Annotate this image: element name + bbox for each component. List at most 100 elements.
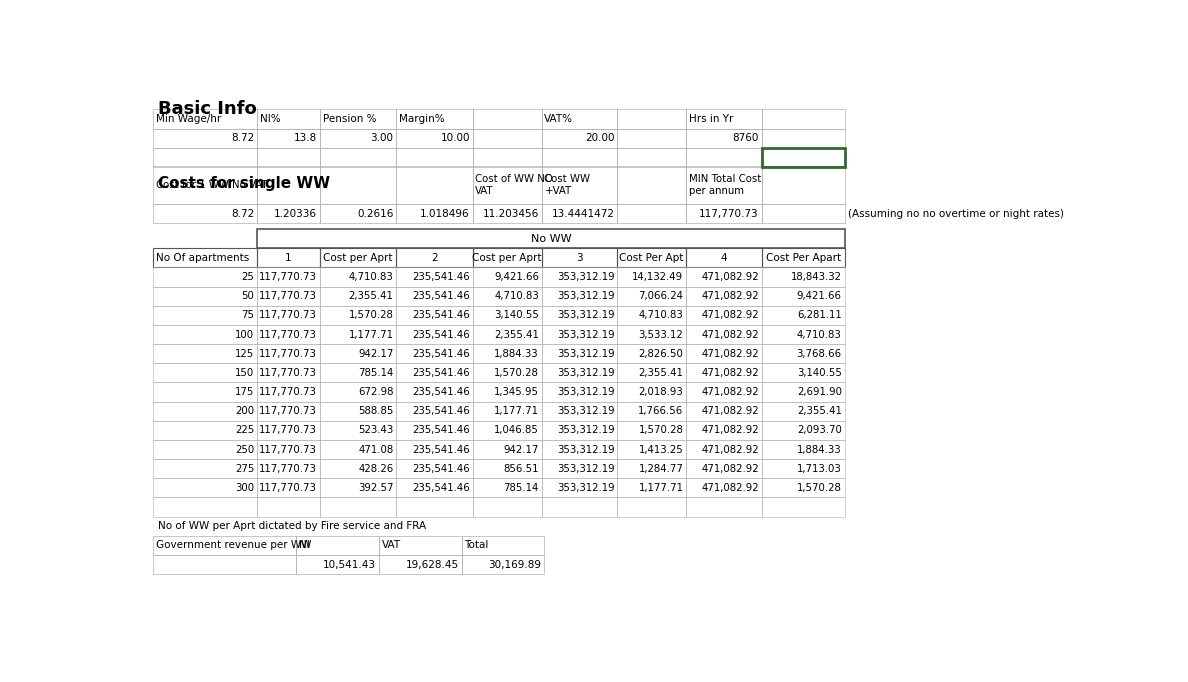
Text: 588.85: 588.85 [358,406,393,416]
Text: 117,770.73: 117,770.73 [259,406,317,416]
Bar [257,402,320,421]
Text: 353,312.19: 353,312.19 [557,368,614,378]
Bar [687,459,762,478]
Text: 13.4441472: 13.4441472 [551,209,614,219]
Text: 235,541.46: 235,541.46 [412,329,469,340]
Bar [257,306,320,325]
Bar [257,421,320,440]
Bar [542,344,617,364]
Text: Cost Per Apt: Cost Per Apt [619,253,684,263]
Text: 117,770.73: 117,770.73 [259,310,317,321]
Text: 235,541.46: 235,541.46 [412,483,469,493]
Bar [257,148,320,167]
Bar [320,421,396,440]
Text: 1,284.77: 1,284.77 [639,464,683,474]
Bar [762,402,845,421]
Text: 353,312.19: 353,312.19 [557,445,614,455]
Bar [687,383,762,402]
Text: Margin%: Margin% [399,114,444,124]
Text: 1,177.71: 1,177.71 [348,329,393,340]
Bar [320,344,396,364]
Bar [687,286,762,306]
Text: 235,541.46: 235,541.46 [412,291,469,301]
Text: 50: 50 [241,291,254,301]
Bar [153,383,257,402]
Bar [473,478,542,497]
Bar [296,536,379,555]
Text: 235,541.46: 235,541.46 [412,387,469,397]
Text: 2,691.90: 2,691.90 [797,387,842,397]
Text: 9,421.66: 9,421.66 [494,272,539,282]
Bar [379,536,461,555]
Bar [473,166,542,204]
Text: 1,884.33: 1,884.33 [797,445,842,455]
Bar [257,128,320,148]
Text: 6,281.11: 6,281.11 [797,310,842,321]
Bar [542,109,617,128]
Text: 353,312.19: 353,312.19 [557,291,614,301]
Text: 471.08: 471.08 [358,445,393,455]
Bar [153,555,296,574]
Text: Cost of WW NO
VAT: Cost of WW NO VAT [475,175,554,196]
Bar [617,402,687,421]
Bar [762,128,845,148]
Bar [542,148,617,167]
Bar [396,421,473,440]
Bar [687,364,762,383]
Bar [153,248,257,267]
Bar [542,364,617,383]
Text: (Assuming no no overtime or night rates): (Assuming no no overtime or night rates) [848,209,1064,219]
Bar [473,267,542,286]
Bar [617,148,687,167]
Text: VAT: VAT [381,540,400,550]
Text: 353,312.19: 353,312.19 [557,310,614,321]
Bar [687,148,762,167]
Text: 19,628.45: 19,628.45 [405,559,459,569]
Text: 75: 75 [241,310,254,321]
Text: 4,710.83: 4,710.83 [348,272,393,282]
Bar [396,306,473,325]
Text: 3: 3 [576,253,582,263]
Bar [542,306,617,325]
Text: 2,826.50: 2,826.50 [639,349,683,359]
Text: 1,177.71: 1,177.71 [638,483,683,493]
Text: 1,570.28: 1,570.28 [494,368,539,378]
Text: 117,770.73: 117,770.73 [259,464,317,474]
Text: 125: 125 [235,349,254,359]
Text: 471,082.92: 471,082.92 [701,272,759,282]
Bar [617,478,687,497]
Text: 785.14: 785.14 [358,368,393,378]
Text: 175: 175 [235,387,254,397]
Text: 0.2616: 0.2616 [358,209,393,219]
Text: 100: 100 [235,329,254,340]
Bar [762,109,845,128]
Bar [320,248,396,267]
Bar [762,148,845,167]
Bar [617,109,687,128]
Bar [762,459,845,478]
Bar [396,402,473,421]
Bar [617,440,687,459]
Bar [473,364,542,383]
Text: 523.43: 523.43 [358,426,393,435]
Text: 8.72: 8.72 [232,209,254,219]
Text: NI: NI [298,540,309,550]
Text: Cost WW
+VAT: Cost WW +VAT [544,175,590,196]
Bar [687,440,762,459]
Bar [617,497,687,517]
Bar [542,421,617,440]
Bar [542,402,617,421]
Text: 471,082.92: 471,082.92 [701,406,759,416]
Bar [473,344,542,364]
Text: VAT%: VAT% [544,114,574,124]
Text: 1,570.28: 1,570.28 [348,310,393,321]
Bar [762,204,845,224]
Bar [153,344,257,364]
Bar [762,383,845,402]
Bar [257,497,320,517]
Text: 117,770.73: 117,770.73 [259,426,317,435]
Text: 117,770.73: 117,770.73 [259,329,317,340]
Bar [687,478,762,497]
Text: 2: 2 [431,253,437,263]
Text: 353,312.19: 353,312.19 [557,272,614,282]
